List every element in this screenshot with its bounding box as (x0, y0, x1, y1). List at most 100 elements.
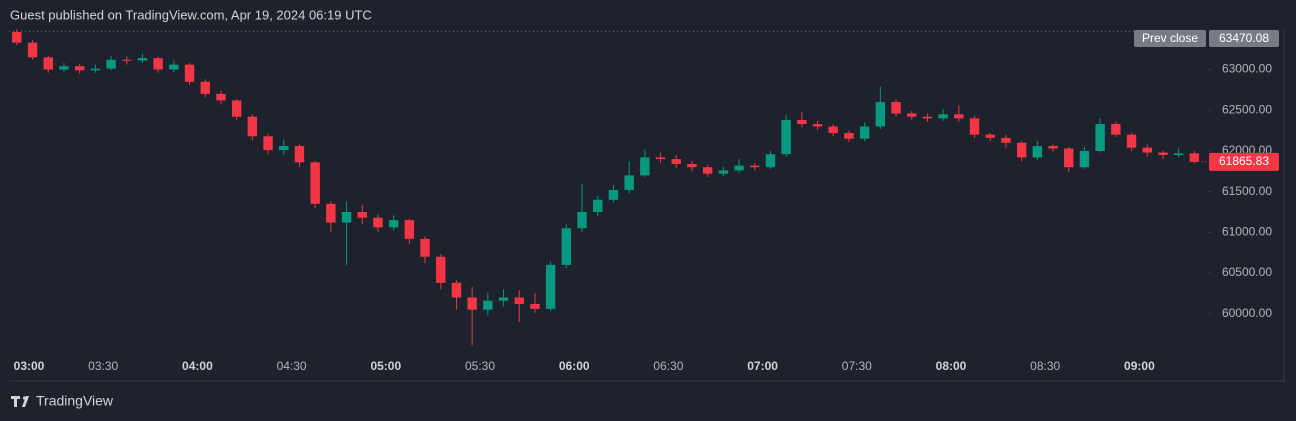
candle-body (184, 64, 195, 82)
y-tick-label: 61500.00 (1222, 184, 1272, 198)
x-tick-label: 07:30 (842, 359, 872, 373)
candle-body (1032, 146, 1043, 158)
candle-body (90, 68, 101, 71)
candle-body (577, 211, 587, 229)
x-tick-label: 03:00 (14, 359, 45, 373)
y-tick-label: 60500.00 (1222, 265, 1272, 279)
candle-body (545, 264, 556, 309)
candle-body (985, 134, 995, 138)
candle-body (530, 303, 540, 309)
candle-body (122, 59, 132, 61)
candle-body (1001, 137, 1011, 143)
x-tick-label: 04:00 (182, 359, 213, 373)
candle-body (137, 58, 148, 61)
candle-body (1048, 146, 1058, 149)
candle-body (388, 220, 399, 228)
y-tick-label: 62500.00 (1222, 102, 1272, 116)
x-tick-label: 05:00 (370, 359, 401, 373)
candle-body (498, 297, 509, 301)
candle-body (483, 300, 493, 310)
candle-body (593, 199, 603, 212)
x-tick-label: 05:30 (465, 359, 495, 373)
brand: TradingView (36, 393, 114, 409)
x-tick-label: 09:00 (1124, 359, 1155, 373)
candle-body (765, 154, 776, 168)
candle-body (404, 220, 415, 239)
candle-body (27, 42, 38, 58)
candle-body (954, 114, 964, 119)
candle-body (797, 119, 807, 125)
candle-body (326, 203, 336, 223)
candle-body (922, 116, 933, 119)
candle-body (1173, 153, 1184, 155)
candle-body (451, 282, 462, 298)
candle-body (1142, 147, 1152, 153)
candle-body (781, 119, 791, 155)
candle-body (812, 124, 823, 127)
candle-body (828, 126, 838, 134)
candle-body (59, 66, 69, 70)
candle-body (561, 228, 572, 265)
candle-body (1158, 152, 1168, 155)
candle-body (859, 126, 870, 139)
candle-body (1126, 134, 1137, 148)
candle-body (373, 217, 383, 228)
x-tick-label: 04:30 (277, 359, 307, 373)
x-tick-label: 06:30 (653, 359, 683, 373)
chart-title: Guest published on TradingView.com, Apr … (10, 7, 372, 22)
candle-body (74, 66, 85, 71)
candle-body (436, 256, 446, 283)
y-tick-label: 61000.00 (1222, 225, 1272, 239)
prev-close-value-tag (1209, 30, 1279, 47)
candle-body (1016, 142, 1027, 158)
candle-body (907, 113, 917, 117)
prev-close-tag (1134, 30, 1206, 47)
y-tick-label: 63000.00 (1222, 62, 1272, 76)
x-tick-label: 06:00 (559, 359, 590, 373)
candle-body (12, 32, 22, 43)
candle-body (640, 157, 650, 176)
candle-body (844, 133, 854, 139)
candle-body (655, 157, 666, 160)
candle-body (247, 116, 258, 137)
candle-body (891, 102, 901, 114)
logo (11, 396, 29, 407)
prev-close-label: Prev close (1142, 31, 1198, 45)
candle-body (294, 146, 305, 163)
candle-body (1064, 148, 1074, 168)
candle-body (1079, 150, 1090, 168)
candle-body (216, 93, 226, 101)
candle-body (875, 102, 886, 127)
candle-body (310, 162, 320, 204)
candle-body (702, 167, 713, 174)
candle-body (734, 165, 744, 171)
prev-close-value: 63470.08 (1219, 31, 1269, 45)
candle-body (341, 211, 352, 223)
candle-body (1189, 153, 1200, 162)
candle-body (750, 165, 760, 168)
candle-body (718, 170, 729, 174)
candle-body (357, 211, 367, 218)
candle-body (1095, 124, 1105, 151)
candle-body (671, 159, 681, 164)
x-tick-label: 07:00 (747, 359, 778, 373)
candle-body (608, 190, 619, 200)
candle-body (624, 175, 634, 190)
candle-body (420, 238, 430, 257)
y-tick-label: 60000.00 (1222, 306, 1272, 320)
candle-body (106, 59, 116, 69)
candle-body (231, 100, 242, 117)
candle-body (169, 64, 179, 70)
candle-body (514, 297, 524, 304)
candle-body (200, 81, 210, 94)
candle-body (1111, 124, 1121, 135)
last-price-tag (1209, 152, 1279, 171)
candle-body (938, 114, 948, 119)
candle-body (153, 58, 163, 70)
candle-body (279, 146, 289, 151)
x-tick-label: 08:30 (1030, 359, 1060, 373)
candle-body (467, 297, 477, 310)
x-tick-label: 03:30 (88, 359, 118, 373)
